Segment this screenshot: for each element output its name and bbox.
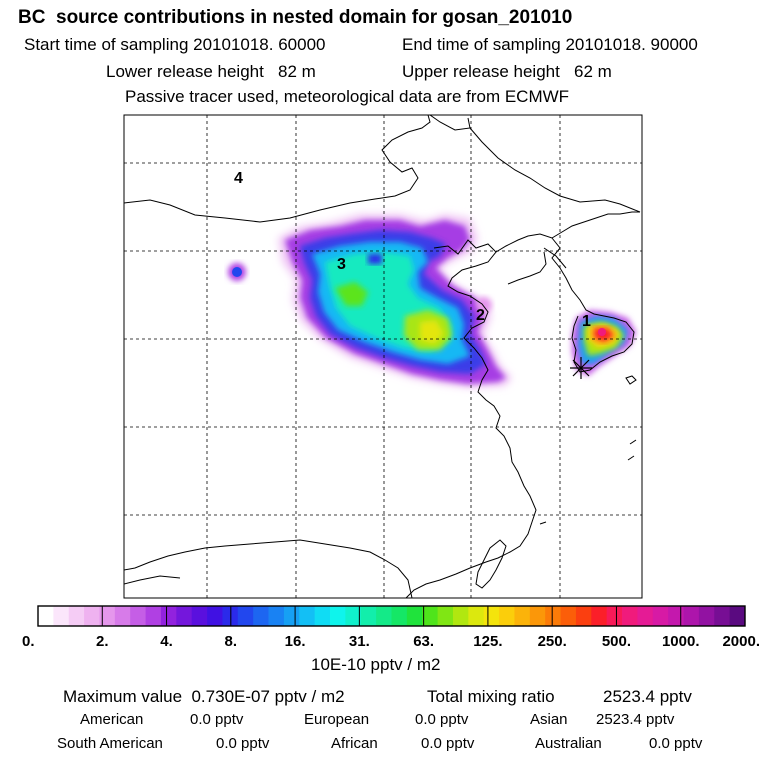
colorbar-tick-label: 250. <box>538 633 567 650</box>
colorbar-swatch <box>729 606 746 626</box>
african-value: 0.0 pptv <box>421 735 475 752</box>
colorbar-swatch <box>345 606 362 626</box>
colorbar-swatch <box>652 606 669 626</box>
colorbar-tick-label: 500. <box>602 633 631 650</box>
colorbar-swatch <box>514 606 531 626</box>
colorbar-tick-label: 4. <box>160 633 173 650</box>
asian-value: 2523.4 pptv <box>596 711 675 728</box>
colorbar-swatch <box>545 606 561 626</box>
colorbar-swatch <box>637 606 654 626</box>
colorbar-swatch <box>714 606 731 626</box>
colorbar-swatch <box>376 606 392 626</box>
region-label-4: 4 <box>234 170 243 187</box>
colorbar-swatch <box>529 606 546 626</box>
colorbar-swatch <box>68 606 85 626</box>
tracer-note: Passive tracer used, meteorological data… <box>125 87 570 106</box>
colorbar-swatch <box>268 606 285 626</box>
colorbar-swatch <box>53 606 70 626</box>
south-american-value: 0.0 pptv <box>216 735 270 752</box>
map-frame <box>123 114 643 599</box>
colorbar-swatch <box>84 606 100 626</box>
upper-release-height-label: Upper release height 62 m <box>402 62 612 81</box>
colorbar-swatch <box>283 606 300 626</box>
european-value: 0.0 pptv <box>415 711 469 728</box>
european-label: European <box>304 711 370 728</box>
colorbar-swatch <box>483 606 500 626</box>
colorbar-swatch <box>683 606 700 626</box>
colorbar-unit-label: 10E-10 pptv / m2 <box>311 655 441 674</box>
american-label: American <box>80 711 144 728</box>
grid-lines <box>124 115 642 598</box>
colorbar-swatch <box>130 606 146 626</box>
asian-label: Asian <box>530 711 568 728</box>
maximum-value-label: Maximum value 0.730E-07 pptv / m2 <box>63 687 345 706</box>
colorbar-tick-label: 31. <box>349 633 370 650</box>
colorbar-swatch <box>606 606 623 626</box>
african-label: African <box>331 735 378 752</box>
plot-title: BC source contributions in nested domain… <box>18 7 573 28</box>
colorbar-swatch <box>38 606 54 626</box>
region-label-2: 2 <box>476 307 485 324</box>
korea-hotspot <box>572 310 636 376</box>
south-american-label: South American <box>57 735 163 752</box>
colorbar-swatch <box>437 606 454 626</box>
colorbar-tick-label: 8. <box>225 633 238 650</box>
receptor-star-marker <box>570 357 592 379</box>
colorbar-swatch <box>422 606 439 626</box>
colorbar-swatch <box>299 606 316 626</box>
concentration-plume <box>228 214 512 388</box>
colorbar-swatch <box>698 606 715 626</box>
colorbar-swatch <box>330 606 346 626</box>
colorbar-swatch <box>191 606 208 626</box>
colorbar-tick-label: 16. <box>285 633 306 650</box>
end-time-label: End time of sampling 20101018. 90000 <box>402 35 698 54</box>
colorbar-swatch <box>237 606 254 626</box>
colorbar-swatch <box>499 606 515 626</box>
colorbar-swatch <box>560 606 577 626</box>
colorbar-tick-label: 0. <box>22 633 35 650</box>
colorbar-swatch <box>452 606 469 626</box>
colorbar-tick-label: 1000. <box>662 633 700 650</box>
colorbar-swatch <box>176 606 193 626</box>
colorbar-tick-label: 2000. <box>722 633 760 650</box>
colorbar-swatch <box>114 606 131 626</box>
colorbar-swatch <box>160 606 177 626</box>
colorbar-swatch <box>406 606 423 626</box>
colorbar-swatch <box>222 606 239 626</box>
australian-value: 0.0 pptv <box>649 735 703 752</box>
colorbar-tick-labels: 0. 2. 4. 8. 16. 31. 63. 125. 250. 500. 1000. 2000. <box>22 633 760 650</box>
australian-label: Australian <box>535 735 602 752</box>
map-area: 4 3 2 1 <box>124 115 642 598</box>
colorbar-swatch <box>591 606 608 626</box>
colorbar-swatch <box>145 606 162 626</box>
colorbar-swatch <box>253 606 269 626</box>
colorbar-swatch <box>575 606 592 626</box>
colorbar-swatch <box>360 606 377 626</box>
colorbar-swatch <box>391 606 408 626</box>
region-label-3: 3 <box>337 256 346 273</box>
colorbar-swatch <box>668 606 684 626</box>
colorbar-swatch <box>314 606 331 626</box>
start-time-label: Start time of sampling 20101018. 60000 <box>24 35 326 54</box>
colorbar-swatch <box>207 606 223 626</box>
colorbar-swatch <box>99 606 116 626</box>
total-mixing-ratio-value: 2523.4 pptv <box>603 687 692 706</box>
american-value: 0.0 pptv <box>190 711 244 728</box>
colorbar <box>37 605 746 627</box>
total-mixing-ratio-label: Total mixing ratio <box>427 687 555 706</box>
lower-release-height-label: Lower release height 82 m <box>106 62 316 81</box>
colorbar-tick-label: 2. <box>96 633 109 650</box>
colorbar-swatch <box>468 606 485 626</box>
coastlines <box>124 115 641 598</box>
colorbar-frame <box>37 605 746 627</box>
region-label-1: 1 <box>582 313 591 330</box>
colorbar-swatch <box>622 606 638 626</box>
colorbar-tick-label: 125. <box>473 633 502 650</box>
colorbar-tick-label: 63. <box>413 633 434 650</box>
